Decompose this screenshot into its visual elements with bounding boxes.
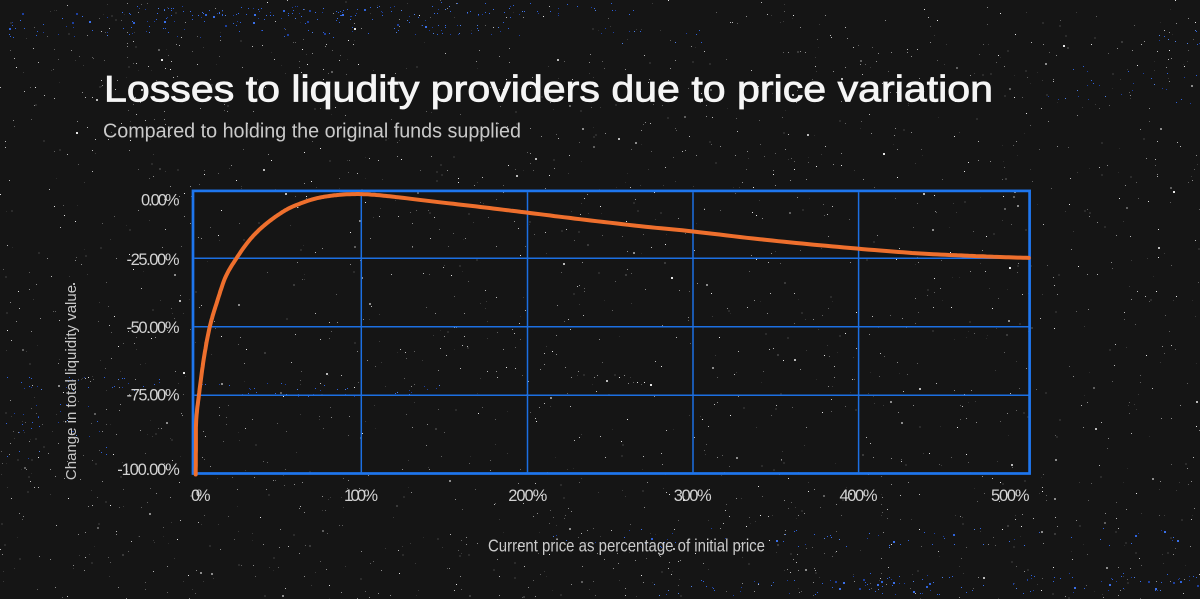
svg-text:300%: 300% bbox=[674, 487, 712, 505]
svg-text:100%: 100% bbox=[344, 487, 378, 505]
svg-text:-75.00%: -75.00% bbox=[127, 386, 180, 404]
svg-text:500%: 500% bbox=[991, 487, 1030, 505]
svg-text:Change in total liquidity valu: Change in total liquidity value bbox=[63, 285, 80, 480]
svg-text:-25.00%: -25.00% bbox=[127, 251, 180, 269]
svg-text:Current price as percentage of: Current price as percentage of initial p… bbox=[488, 536, 765, 556]
svg-text:0.00%: 0.00% bbox=[141, 191, 180, 209]
svg-text:200%: 200% bbox=[508, 487, 547, 505]
svg-text:0%: 0% bbox=[191, 487, 211, 505]
svg-text:-50.00%: -50.00% bbox=[127, 319, 180, 337]
svg-text:400%: 400% bbox=[840, 487, 878, 505]
svg-text:-100.00%: -100.00% bbox=[117, 461, 180, 479]
svg-text:Losses to liqudity providers d: Losses to liqudity providers due to pric… bbox=[104, 69, 993, 110]
svg-text:Compared to holding the origin: Compared to holding the original funds s… bbox=[103, 121, 521, 143]
